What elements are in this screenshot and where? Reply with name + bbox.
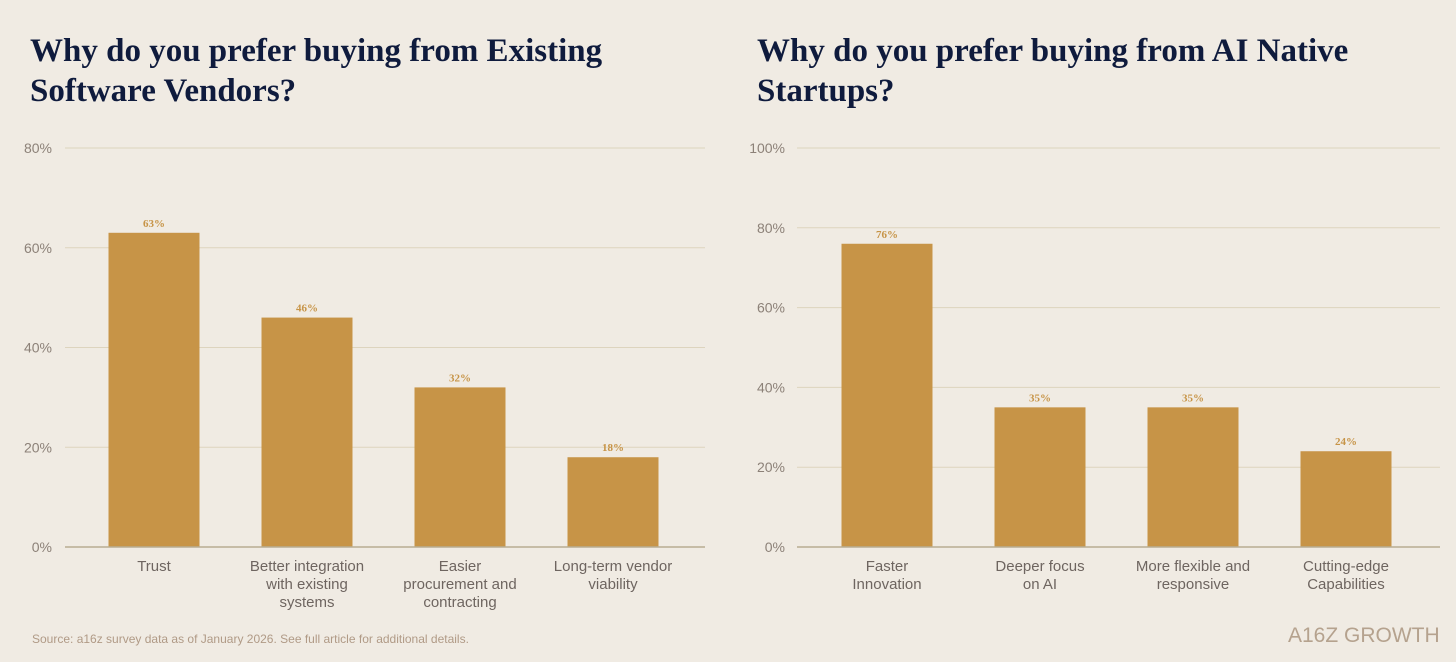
- data-label: 18%: [602, 442, 624, 454]
- category-label-line: on AI: [1023, 576, 1057, 593]
- y-tick-label: 20%: [24, 439, 52, 455]
- y-tick-label: 80%: [24, 140, 52, 156]
- data-label: 32%: [449, 372, 471, 384]
- category-label-line: Long-term vendor: [554, 558, 672, 575]
- chart-title-ai-native-startups: Why do you prefer buying from AI Native …: [757, 33, 1349, 109]
- category-label-line: procurement and: [403, 576, 516, 593]
- category-label: Long-term vendor viability: [554, 558, 672, 593]
- bar-0-2: [414, 387, 506, 547]
- a16z-growth-logo: A16Z GROWTH: [1288, 624, 1440, 647]
- category-label: Trust: [137, 558, 171, 575]
- category-label-line: Trust: [137, 558, 171, 575]
- bar-1-1: [994, 407, 1086, 547]
- bar-0-3: [567, 457, 659, 547]
- y-tick-label: 40%: [24, 340, 52, 356]
- category-label-line: Faster: [866, 558, 909, 575]
- category-label: Faster Innovation: [852, 558, 921, 593]
- chart-title-existing-vendors: Why do you prefer buying from Existing S…: [30, 33, 603, 109]
- data-label: 46%: [296, 303, 318, 315]
- category-label-line: contracting: [423, 594, 496, 611]
- category-label: Better integration with existing systems: [250, 558, 364, 611]
- data-label: 35%: [1182, 392, 1204, 404]
- category-label-line: Capabilities: [1307, 576, 1385, 593]
- category-label-line: Easier: [439, 558, 482, 575]
- y-tick-label: 20%: [757, 459, 785, 475]
- category-label-line: Deeper focus: [995, 558, 1084, 575]
- data-label: 35%: [1029, 392, 1051, 404]
- data-label: 76%: [876, 229, 898, 241]
- category-label-line: systems: [279, 594, 334, 611]
- category-label: Easier procurement and contracting: [403, 558, 516, 611]
- category-label-line: Better integration: [250, 558, 364, 575]
- y-tick-label: 60%: [24, 240, 52, 256]
- y-tick-label: 60%: [757, 300, 785, 316]
- y-tick-label: 40%: [757, 379, 785, 395]
- y-tick-label: 100%: [749, 140, 785, 156]
- y-tick-label: 0%: [765, 539, 785, 555]
- category-label: Deeper focus on AI: [995, 558, 1084, 593]
- y-tick-label: 80%: [757, 220, 785, 236]
- y-tick-label: 0%: [32, 539, 52, 555]
- bar-1-0: [841, 243, 933, 547]
- category-label-line: responsive: [1157, 576, 1230, 593]
- bar-1-3: [1300, 451, 1392, 547]
- data-label: 63%: [143, 218, 165, 230]
- data-label: 24%: [1335, 436, 1357, 448]
- category-label-line: Cutting-edge: [1303, 558, 1389, 575]
- category-label-line: More flexible and: [1136, 558, 1250, 575]
- category-label-line: with existing: [265, 576, 348, 593]
- category-label-line: viability: [588, 576, 638, 593]
- category-label: More flexible and responsive: [1136, 558, 1250, 593]
- source-note: Source: a16z survey data as of January 2…: [32, 632, 469, 646]
- category-label: Cutting-edge Capabilities: [1303, 558, 1389, 593]
- category-label-line: Innovation: [852, 576, 921, 593]
- bar-0-1: [261, 317, 353, 547]
- bar-0-0: [108, 232, 200, 547]
- bar-1-2: [1147, 407, 1239, 547]
